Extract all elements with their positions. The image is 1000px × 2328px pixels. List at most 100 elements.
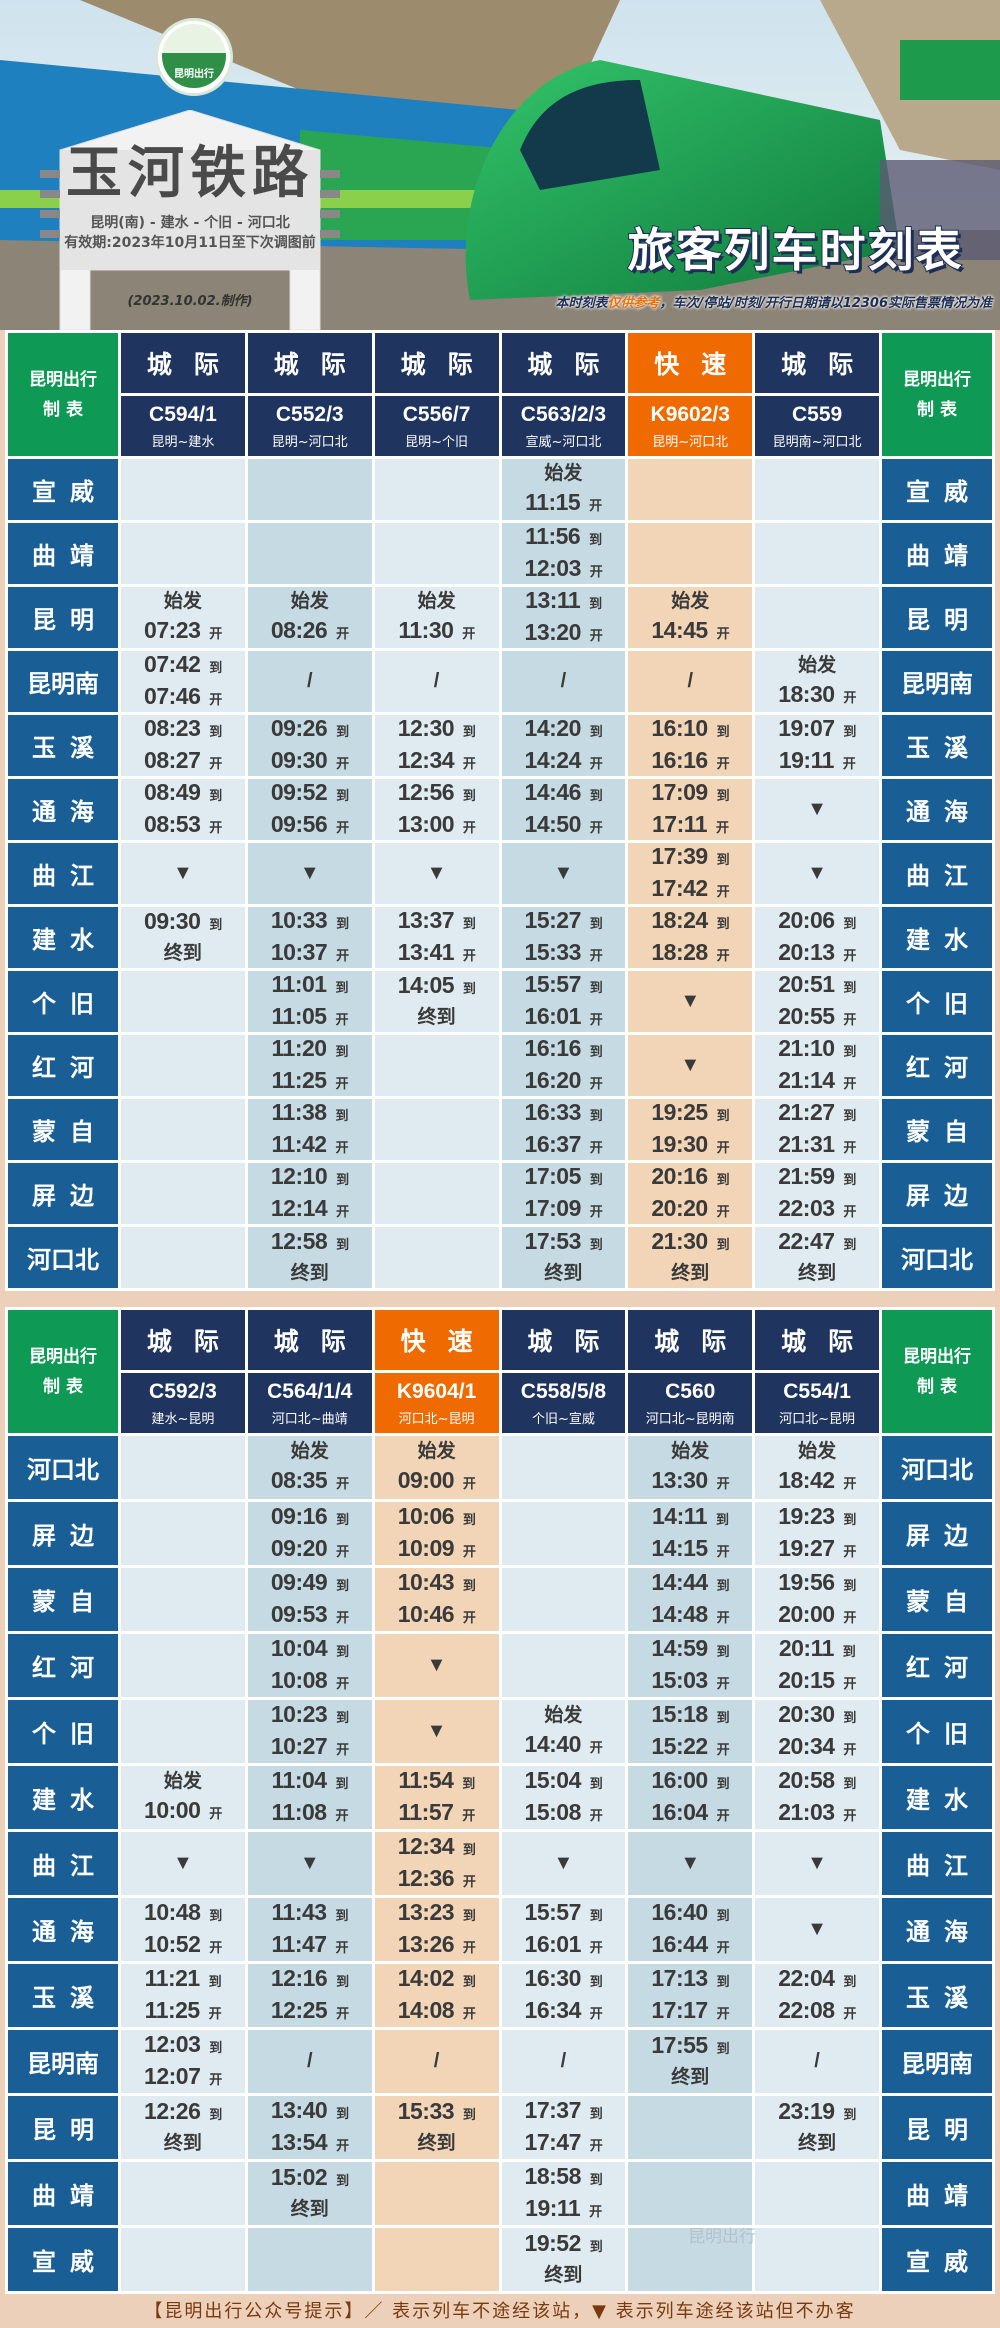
train-header[interactable]: C563/2/3 宣威~河口北 xyxy=(501,396,626,456)
stop-times: 19:07 到|19:11 开 xyxy=(778,714,856,778)
time-line: 15:04 到 xyxy=(525,1766,603,1798)
time-line: 12:25 开 xyxy=(271,1996,349,2028)
timetable-cell: 11:43 到|11:47 开 xyxy=(247,1898,372,1961)
depart-mark: 开 xyxy=(716,1741,730,1757)
time-value: 11:57 xyxy=(398,1798,460,1825)
corner-label-line: 昆明出行 xyxy=(903,369,971,390)
depart-mark: 开 xyxy=(843,1609,856,1625)
stop-times: 10:33 到|10:37 开 xyxy=(271,906,349,970)
time-line: 15:03 开 xyxy=(651,1666,729,1698)
arrive-mark: 到 xyxy=(336,2173,349,2188)
stop-times: 12:30 到|12:34 开 xyxy=(398,714,476,778)
timetable-cell xyxy=(121,1035,245,1096)
train-header[interactable]: C558/5/8 个旧~宣威 xyxy=(501,1373,626,1433)
disclaimer-highlight: 仅供参考 xyxy=(607,296,660,311)
time-line: 10:43 到 xyxy=(398,1568,476,1600)
time-line: 13:30 开 xyxy=(651,1466,729,1498)
time-line: 09:52 到 xyxy=(271,778,349,810)
train-number: C594/1 xyxy=(149,402,217,426)
corner-label-line: 昆明出行 xyxy=(29,369,97,390)
time-value: 16:04 xyxy=(651,1798,714,1825)
station-name: 个旧 xyxy=(8,1700,118,1763)
time-line: 11:21 到 xyxy=(145,1964,222,1996)
timetable-cell: 12:16 到|12:25 开 xyxy=(247,1964,372,2028)
time-line: 20:20 开 xyxy=(651,1194,729,1226)
timetable-cell: ▼ xyxy=(755,843,879,904)
time-value: 15:27 xyxy=(524,906,587,933)
depart-mark: 开 xyxy=(843,1476,856,1491)
stop-times: 始发|11:30 开 xyxy=(398,587,475,648)
time-value: 09:16 xyxy=(270,1502,334,1529)
station-name: 建水 xyxy=(882,907,992,968)
time-line: 19:30 开 xyxy=(651,1130,729,1162)
train-number: C563/2/3 xyxy=(520,402,607,426)
depart-mark: 开 xyxy=(716,1543,730,1559)
station-name: 个旧 xyxy=(882,1700,992,1763)
time-value: 12:25 xyxy=(270,1996,334,2023)
timetable-cell: ▼ xyxy=(374,1700,499,1763)
time-line: 13:00 开 xyxy=(398,810,476,842)
timetable-cell xyxy=(755,459,879,520)
time-value: 13:30 xyxy=(651,1467,714,1493)
arrive-mark: 到 xyxy=(589,915,603,931)
timetable-cell: ▼ xyxy=(247,1832,372,1895)
station-name: 屏边 xyxy=(8,1163,118,1224)
time-line: 16:34 开 xyxy=(525,1996,603,2028)
pass-no-stop-icon: ▼ xyxy=(680,1852,701,1874)
station-name: 通海 xyxy=(8,779,118,840)
arrive-mark: 到 xyxy=(716,1237,730,1252)
station-name: 建水 xyxy=(8,907,118,968)
time-line: 10:06 到 xyxy=(398,1502,476,1534)
time-value: 23:19 xyxy=(778,2098,841,2124)
timetable-cell xyxy=(374,2228,499,2291)
train-header[interactable]: C559 昆明南~河口北 xyxy=(755,396,879,456)
train-header[interactable]: C592/3 建水~昆明 xyxy=(121,1373,245,1433)
time-line: 21:31 开 xyxy=(778,1130,856,1162)
time-value: 11:01 xyxy=(271,970,333,997)
time-value: 16:16 xyxy=(651,746,714,773)
arrive-mark: 到 xyxy=(335,979,348,995)
station-name: 红河 xyxy=(882,1634,992,1697)
station-name: 曲江 xyxy=(882,1832,992,1895)
train-route: 建水~昆明 xyxy=(151,1411,215,1427)
timetable-cell: 15:02 到|终到 xyxy=(247,2162,372,2225)
train-header[interactable]: C554/1 河口北~昆明 xyxy=(755,1373,879,1433)
train-header[interactable]: C564/1/4 河口北~曲靖 xyxy=(247,1373,372,1433)
time-value: 14:40 xyxy=(524,1731,587,1757)
timetable-cell: 12:03 到|12:07 开 xyxy=(121,2030,245,2093)
time-line: 12:07 开 xyxy=(144,2062,222,2094)
stop-times: 20:06 到|20:13 开 xyxy=(778,906,856,970)
timetable-cell: ▼ xyxy=(121,1832,245,1895)
terminal-label: 终到 xyxy=(544,2264,583,2286)
time-line: 11:01 到 xyxy=(271,970,349,1002)
time-line: 16:04 开 xyxy=(651,1798,729,1830)
time-value: 16:33 xyxy=(524,1098,587,1125)
stop-times: 09:52 到|09:56 开 xyxy=(271,778,349,842)
timetable-cell: 始发|11:30 开 xyxy=(374,587,499,648)
timetable-cell: 始发|13:30 开 xyxy=(628,1436,753,1499)
time-line: 16:20 开 xyxy=(525,1066,603,1098)
station-name: 宣威 xyxy=(8,459,118,520)
train-header[interactable]: K9604/1 河口北~昆明 xyxy=(374,1373,499,1433)
time-value: 10:37 xyxy=(270,938,334,965)
timetable-cell xyxy=(121,2228,245,2291)
train-header[interactable]: K9602/3 昆明~河口北 xyxy=(628,396,753,456)
stop-times: 12:03 到|12:07 开 xyxy=(144,2030,222,2094)
station-name: 河口北 xyxy=(882,1436,992,1499)
timetable-cell xyxy=(374,1227,499,1288)
train-header[interactable]: C552/3 昆明~河口北 xyxy=(247,396,372,456)
time-line: 20:16 到 xyxy=(651,1162,729,1194)
stop-times: 始发|14:40 开 xyxy=(525,1701,603,1762)
arrive-mark: 到 xyxy=(209,1907,222,1923)
stop-times: 16:16 到|16:20 开 xyxy=(525,1034,603,1098)
time-line: 16:16 到 xyxy=(525,1034,603,1066)
train-header[interactable]: C594/1 昆明~建水 xyxy=(121,396,245,456)
time-line: 17:42 开 xyxy=(651,874,729,906)
timetable-cell: ▼ xyxy=(247,843,372,904)
origin-label: 始发 xyxy=(671,590,710,612)
train-header[interactable]: C556/7 昆明~个旧 xyxy=(374,396,499,456)
timetable-cell xyxy=(121,1700,245,1763)
stop-times: 11:01 到|11:05 开 xyxy=(271,970,349,1034)
arrive-mark: 到 xyxy=(589,1043,603,1059)
train-header[interactable]: C560 河口北~昆明南 xyxy=(628,1373,753,1433)
